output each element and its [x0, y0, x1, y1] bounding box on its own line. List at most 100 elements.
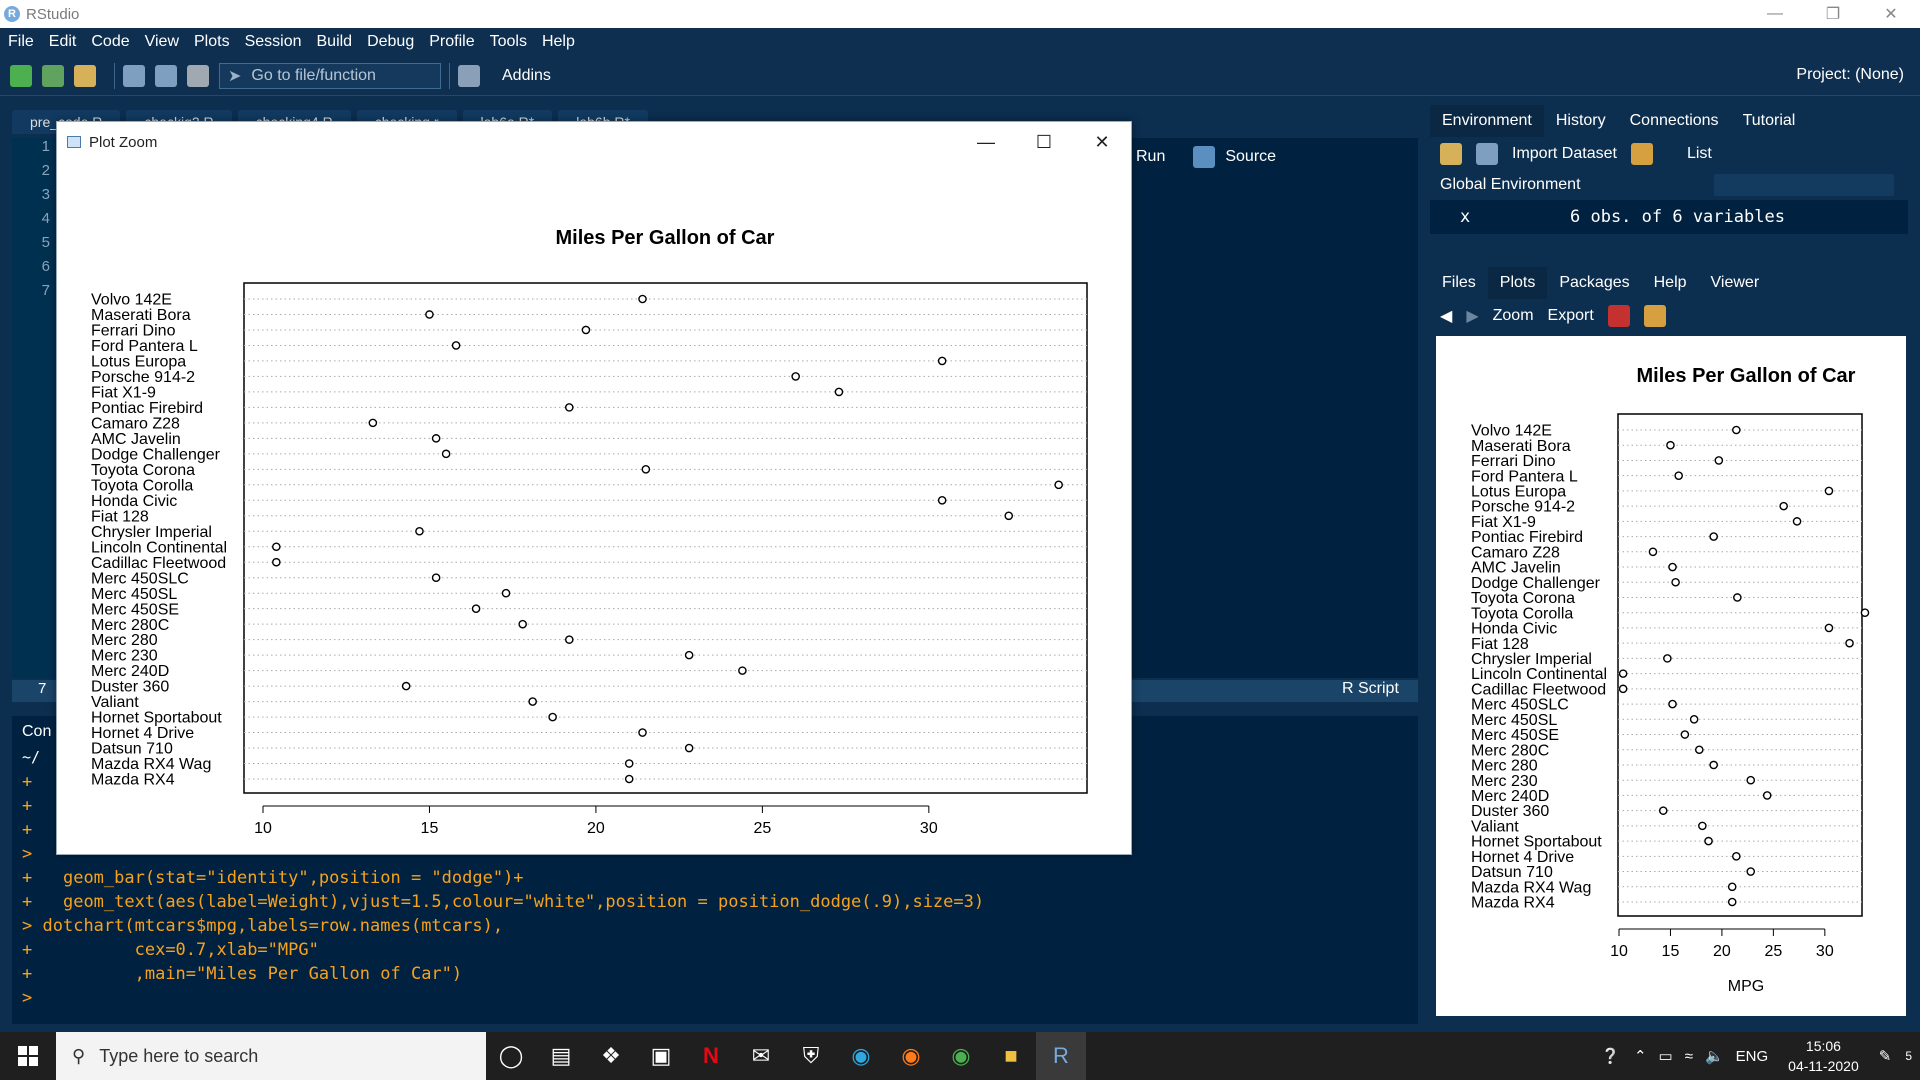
tab-help[interactable]: Help [1653, 274, 1687, 291]
taskbar-search-input[interactable]: ⚲ Type here to search [56, 1032, 486, 1080]
notification-icon[interactable]: ✎ [1878, 1048, 1892, 1065]
global-environment-selector[interactable]: Global Environment [1440, 176, 1581, 193]
load-workspace-icon[interactable] [1440, 143, 1462, 165]
tab-connections[interactable]: Connections [1629, 112, 1719, 129]
menu-session[interactable]: Session [244, 33, 302, 50]
goto-file-input[interactable]: ➤ Go to file/function [219, 62, 441, 89]
volume-icon[interactable]: 🔈 [1704, 1048, 1724, 1065]
file-explorer-icon[interactable]: ■ [1004, 1043, 1018, 1068]
help-icon[interactable]: ❔ [1601, 1048, 1620, 1065]
source-button[interactable]: Source [1225, 148, 1277, 165]
line-number: 5 [41, 234, 50, 251]
run-button[interactable]: Run [1136, 148, 1166, 165]
data-point [1698, 821, 1707, 831]
menu-view[interactable]: View [144, 33, 179, 50]
category-label: Merc 230 [1471, 773, 1538, 790]
chevron-up-icon[interactable]: ⌃ [1633, 1048, 1647, 1065]
print-icon[interactable] [187, 64, 209, 87]
minimize-icon[interactable]: — [977, 131, 995, 152]
data-point [1668, 699, 1677, 709]
rstudio-taskbar-icon[interactable]: R [1036, 1032, 1086, 1080]
category-label: Duster 360 [91, 679, 169, 696]
data-point [624, 759, 634, 768]
menu-build[interactable]: Build [316, 33, 353, 50]
category-label: Valiant [1471, 818, 1519, 835]
forward-arrow-icon[interactable]: ▶ [1466, 308, 1479, 325]
data-point [1727, 882, 1737, 892]
data-point [431, 434, 441, 443]
goto-placeholder: Go to file/function [251, 66, 376, 84]
restore-icon[interactable]: ❐ [1825, 6, 1841, 23]
clock[interactable]: 15:06 04-11-2020 [1788, 1036, 1859, 1076]
category-label: Camaro Z28 [1471, 544, 1560, 561]
tab-files[interactable]: Files [1442, 274, 1476, 291]
tab-plots[interactable]: Plots [1487, 267, 1548, 299]
import-dataset-button[interactable]: Import Dataset [1512, 145, 1617, 162]
cortana-icon[interactable]: ◯ [498, 1043, 524, 1068]
tab-history[interactable]: History [1555, 112, 1606, 129]
variable-row[interactable]: x 6 obs. of 6 variables [1430, 200, 1908, 234]
environment-search-input[interactable] [1714, 174, 1894, 196]
wifi-icon[interactable]: ≈ [1684, 1047, 1693, 1065]
category-label: Valiant [91, 694, 139, 711]
menu-code[interactable]: Code [91, 33, 130, 50]
chrome-icon[interactable]: ◉ [951, 1043, 971, 1068]
addins-menu[interactable]: Addins [502, 66, 551, 84]
menu-profile[interactable]: Profile [429, 33, 475, 50]
category-label: AMC Javelin [1471, 560, 1561, 577]
rerun-icon[interactable] [1193, 146, 1216, 168]
console-tab[interactable]: Con [22, 723, 52, 740]
console-prompt-line[interactable]: > [22, 988, 33, 1008]
menu-tools[interactable]: Tools [489, 33, 527, 50]
category-label: Ford Pantera L [1471, 468, 1578, 485]
file-type-selector[interactable]: R Script [1342, 680, 1399, 697]
tab-viewer[interactable]: Viewer [1710, 274, 1760, 291]
category-label: Merc 450SL [1471, 712, 1557, 729]
netflix-icon[interactable]: N [703, 1043, 719, 1068]
save-all-icon[interactable] [155, 64, 177, 87]
tab-tutorial[interactable]: Tutorial [1742, 112, 1796, 129]
menu-file[interactable]: File [8, 33, 34, 50]
close-icon[interactable]: ✕ [1094, 131, 1110, 152]
windows-start-icon[interactable] [0, 1032, 56, 1080]
plot-frame [243, 282, 1088, 794]
new-file-icon[interactable] [10, 64, 32, 87]
broom-icon[interactable] [1630, 143, 1653, 165]
store-icon[interactable]: ▣ [650, 1043, 672, 1068]
menu-plots[interactable]: Plots [194, 33, 230, 50]
firefox-icon[interactable]: ◉ [901, 1043, 921, 1068]
menu-help[interactable]: Help [541, 33, 575, 50]
grid-layout-icon[interactable] [458, 64, 480, 87]
save-icon[interactable] [123, 64, 145, 87]
back-arrow-icon[interactable]: ◀ [1440, 308, 1453, 325]
mail-icon[interactable]: ✉ [751, 1043, 771, 1068]
category-label: Cadillac Fleetwood [91, 555, 226, 572]
data-point [738, 666, 747, 675]
tab-packages[interactable]: Packages [1559, 274, 1630, 291]
language-indicator[interactable]: ENG [1735, 1047, 1769, 1065]
zoom-button[interactable]: Zoom [1492, 307, 1534, 324]
tab-environment[interactable]: Environment [1430, 105, 1544, 137]
zoom-window-titlebar: Plot Zoom [57, 122, 1131, 162]
save-workspace-icon[interactable] [1476, 143, 1498, 165]
close-icon[interactable]: ✕ [1884, 6, 1898, 23]
battery-icon[interactable]: ▭ [1658, 1048, 1673, 1065]
clear-plots-icon[interactable] [1643, 305, 1666, 327]
task-view-icon[interactable]: ▤ [550, 1043, 572, 1068]
export-button[interactable]: Export [1547, 307, 1594, 324]
security-shield-icon[interactable]: ⛨ [802, 1043, 820, 1068]
list-view-selector[interactable]: List [1686, 145, 1712, 162]
data-point [564, 403, 574, 412]
menu-debug[interactable]: Debug [367, 33, 415, 50]
minimize-icon[interactable]: — [1767, 5, 1783, 22]
project-menu[interactable]: Project: (None) [1796, 66, 1904, 83]
dropbox-icon[interactable]: ❖ [601, 1043, 621, 1068]
remove-plot-icon[interactable] [1607, 305, 1630, 327]
line-number: 1 [41, 138, 50, 155]
menu-edit[interactable]: Edit [48, 33, 77, 50]
data-point [564, 635, 574, 644]
edge-icon[interactable]: ◉ [851, 1043, 871, 1068]
maximize-icon[interactable]: ☐ [1035, 131, 1053, 152]
new-project-icon[interactable] [42, 64, 64, 87]
open-folder-icon[interactable] [74, 64, 96, 87]
